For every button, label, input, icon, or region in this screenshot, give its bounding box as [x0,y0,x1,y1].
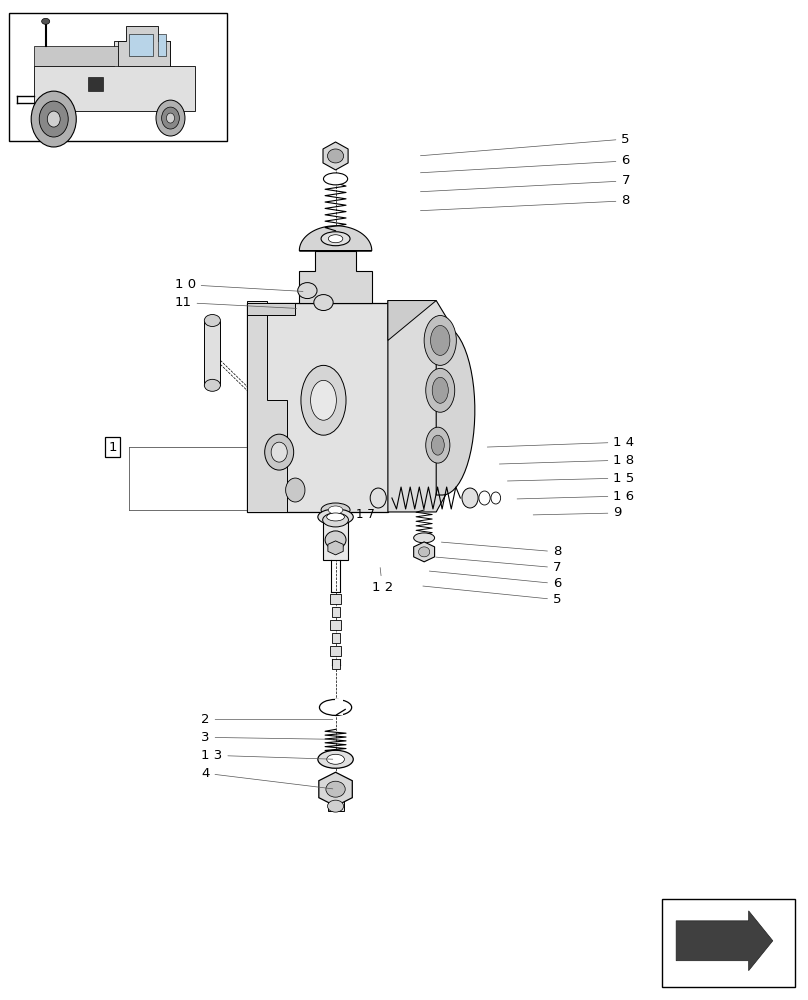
Bar [662,899,794,987]
Bar [204,321,221,385]
Circle shape [370,488,386,508]
Text: 8: 8 [441,542,562,558]
Bar [331,607,339,617]
Ellipse shape [327,800,343,812]
Text: 5: 5 [420,133,630,156]
Bar [335,699,343,715]
Ellipse shape [297,283,317,299]
Ellipse shape [419,547,430,557]
Bar [128,34,153,56]
Polygon shape [118,26,170,66]
Polygon shape [436,325,475,495]
Ellipse shape [426,368,455,412]
Circle shape [491,492,501,504]
Text: 3: 3 [201,731,333,744]
Ellipse shape [327,149,343,163]
Polygon shape [34,41,195,111]
Ellipse shape [432,377,448,403]
Ellipse shape [426,427,450,463]
Text: 1 2: 1 2 [372,568,393,594]
Text: 11: 11 [175,296,297,309]
Polygon shape [323,142,348,170]
Polygon shape [247,303,295,315]
Text: 1 4: 1 4 [487,436,634,449]
Polygon shape [414,542,435,562]
Polygon shape [676,911,772,971]
Bar [88,77,103,91]
Circle shape [156,100,185,136]
Ellipse shape [326,513,344,521]
Bar [330,594,341,604]
Ellipse shape [414,533,435,543]
Text: 7: 7 [420,174,630,192]
Text: 1 7: 1 7 [356,508,374,521]
Text: 1 5: 1 5 [507,472,634,485]
Bar [322,520,348,560]
Circle shape [265,434,293,470]
Circle shape [40,101,68,137]
Circle shape [479,491,490,505]
Bar [327,791,343,811]
Ellipse shape [204,315,221,326]
Circle shape [32,91,76,147]
Ellipse shape [321,232,350,246]
Polygon shape [299,251,372,303]
Bar [330,646,341,656]
Ellipse shape [42,18,50,24]
Circle shape [162,107,179,129]
Bar [247,303,388,512]
Circle shape [462,488,478,508]
Ellipse shape [204,379,221,391]
Ellipse shape [321,503,350,517]
Text: 1 0: 1 0 [175,278,303,291]
Text: 7: 7 [436,557,562,574]
Ellipse shape [328,235,343,243]
Ellipse shape [325,531,346,549]
Ellipse shape [323,173,347,185]
Text: 5: 5 [423,586,562,606]
Polygon shape [34,46,118,66]
Ellipse shape [310,380,336,420]
Circle shape [48,111,60,127]
Text: 9: 9 [533,506,621,519]
Ellipse shape [431,435,444,455]
Text: 2: 2 [201,713,333,726]
Ellipse shape [326,754,344,764]
Text: 8: 8 [420,194,629,211]
Bar [158,34,166,56]
Ellipse shape [314,295,333,311]
Text: 4: 4 [201,767,333,789]
Bar [330,620,341,630]
Ellipse shape [318,509,353,525]
Circle shape [271,442,287,462]
Polygon shape [247,301,287,512]
Ellipse shape [322,513,348,527]
Text: 1 3: 1 3 [201,749,333,762]
Polygon shape [388,301,448,512]
Text: 1 6: 1 6 [517,490,634,503]
Text: 6: 6 [429,571,562,590]
Ellipse shape [318,750,353,768]
Polygon shape [388,301,436,340]
Ellipse shape [424,316,457,365]
Bar [10,13,227,141]
Polygon shape [299,226,372,251]
Polygon shape [328,541,343,555]
Circle shape [166,113,175,123]
Ellipse shape [326,781,345,797]
Bar [331,633,339,643]
Ellipse shape [431,325,450,355]
Text: 1: 1 [108,441,117,454]
Ellipse shape [328,506,343,514]
Ellipse shape [301,365,346,435]
Text: 6: 6 [420,154,629,173]
Polygon shape [319,772,352,806]
Bar [331,659,339,669]
Text: 1 8: 1 8 [499,454,634,467]
Circle shape [286,478,305,502]
Ellipse shape [319,699,351,715]
